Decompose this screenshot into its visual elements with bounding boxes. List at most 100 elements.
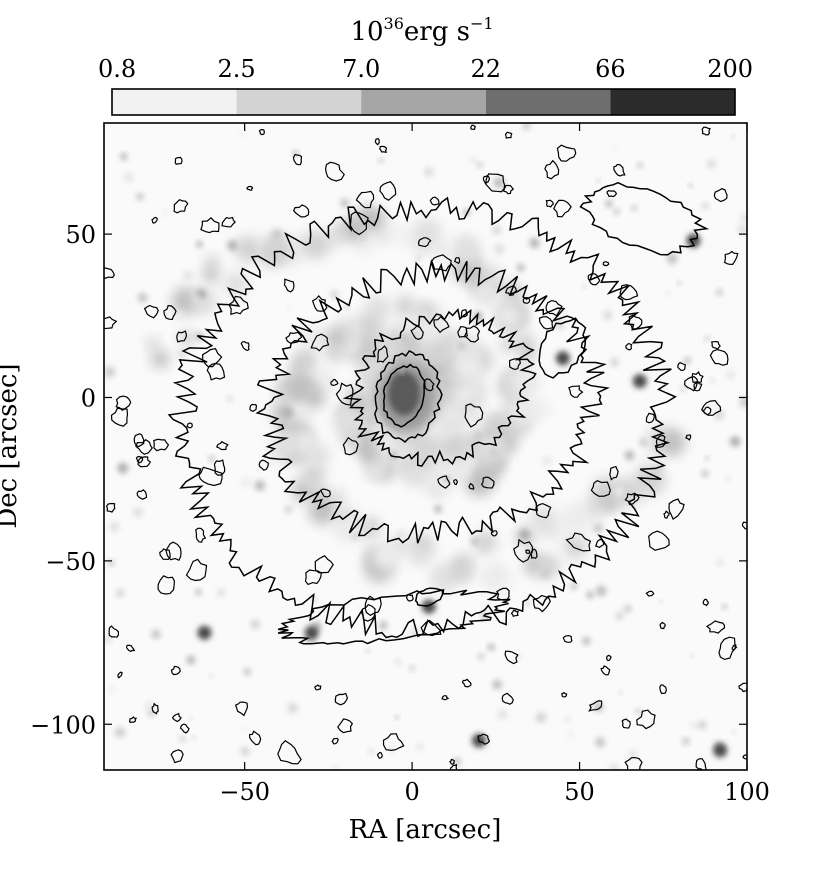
contour-island bbox=[544, 159, 560, 180]
contour-island bbox=[461, 678, 472, 688]
contour-island bbox=[213, 459, 226, 476]
contour-island bbox=[153, 438, 170, 452]
contour-island bbox=[588, 700, 603, 712]
colorbar-segment bbox=[361, 89, 486, 115]
contour-island bbox=[221, 216, 236, 228]
contour-island bbox=[420, 619, 442, 637]
emission-knot bbox=[365, 648, 370, 653]
contour-island bbox=[723, 250, 739, 266]
colorbar-frame bbox=[111, 88, 736, 116]
contour-island bbox=[636, 709, 656, 730]
emission-knot bbox=[453, 757, 461, 765]
arm-emission-patch bbox=[307, 444, 331, 467]
y-tick-label: −50 bbox=[45, 548, 96, 576]
emission-knot bbox=[725, 476, 731, 482]
contour-island bbox=[695, 758, 707, 770]
emission-knot bbox=[613, 208, 620, 215]
emission-knot bbox=[136, 193, 144, 201]
arm-emission-patch bbox=[204, 254, 220, 270]
arm-emission-patch bbox=[146, 336, 160, 351]
contour-line bbox=[414, 587, 444, 607]
contour-island bbox=[587, 273, 601, 286]
contour-island bbox=[198, 466, 223, 487]
emission-knot bbox=[254, 480, 266, 491]
emission-knot bbox=[709, 378, 715, 384]
emission-knot bbox=[624, 450, 635, 461]
contour-line bbox=[374, 349, 443, 444]
contour-island bbox=[624, 756, 643, 770]
contour-island bbox=[135, 455, 144, 464]
contour-island bbox=[659, 684, 667, 695]
emission-knot bbox=[529, 237, 540, 249]
emission-knot bbox=[416, 256, 421, 261]
emission-knot bbox=[522, 123, 531, 130]
emission-knot bbox=[582, 637, 591, 645]
contour-island bbox=[258, 459, 269, 471]
contour-island bbox=[324, 161, 345, 182]
arm-emission-patch bbox=[453, 351, 483, 381]
contour-island bbox=[360, 603, 376, 622]
contour-island bbox=[504, 650, 519, 665]
emission-knot bbox=[635, 708, 642, 715]
arm-emission-patch bbox=[420, 326, 437, 342]
y-tick-label: −100 bbox=[30, 711, 96, 739]
x-axis-label: RA [arcsec] bbox=[349, 815, 502, 845]
contour-island bbox=[355, 190, 375, 209]
y-axis-label: Dec [arcsec] bbox=[0, 363, 23, 528]
emission-knot bbox=[189, 716, 193, 720]
emission-knot bbox=[613, 147, 617, 152]
contour-island bbox=[137, 456, 152, 468]
emission-knot bbox=[288, 306, 292, 310]
contour-island bbox=[311, 294, 328, 312]
contour-island bbox=[691, 370, 704, 384]
contour-island bbox=[470, 124, 477, 131]
contour-island bbox=[480, 476, 495, 489]
emission-knot bbox=[688, 183, 693, 188]
emission-knot bbox=[566, 731, 575, 739]
emission-knot bbox=[162, 209, 169, 216]
arm-emission-patch bbox=[372, 543, 400, 571]
contour-island bbox=[648, 530, 670, 551]
emission-knot bbox=[595, 585, 607, 597]
contour-island bbox=[349, 211, 369, 236]
contour-island bbox=[165, 541, 182, 561]
arm-emission-patch bbox=[514, 332, 536, 353]
contour-island bbox=[702, 406, 712, 416]
arm-emission-patch bbox=[658, 428, 686, 456]
arm-emission-patch bbox=[234, 235, 262, 263]
emission-knot bbox=[690, 654, 694, 658]
arm-emission-patch bbox=[558, 504, 590, 536]
emission-knot bbox=[614, 486, 625, 497]
emission-knot bbox=[458, 343, 464, 349]
emission-knot bbox=[615, 612, 624, 620]
contour-island bbox=[594, 538, 605, 549]
emission-knot bbox=[680, 385, 687, 392]
emission-knot bbox=[559, 312, 565, 318]
emission-knot bbox=[243, 668, 251, 676]
emission-knot bbox=[619, 690, 623, 694]
contour-island bbox=[619, 284, 639, 301]
emission-knot bbox=[370, 519, 375, 524]
colorbar-tick-label: 66 bbox=[595, 55, 626, 83]
contour-island bbox=[530, 548, 538, 559]
colorbar-segment bbox=[610, 89, 735, 115]
emission-knot bbox=[716, 289, 723, 296]
emission-knot bbox=[397, 530, 405, 538]
arm-emission-patch bbox=[274, 430, 301, 458]
contour-island bbox=[535, 502, 552, 519]
bright-knot bbox=[304, 625, 319, 640]
arm-emission-patch bbox=[362, 516, 381, 535]
contour-island bbox=[453, 257, 461, 265]
contour-island bbox=[496, 587, 510, 601]
contour-line bbox=[382, 363, 426, 428]
emission-knot bbox=[305, 423, 309, 427]
colorbar-label-unit-exponent: −1 bbox=[470, 14, 494, 33]
contour-island bbox=[108, 625, 119, 638]
x-tick-label: 0 bbox=[404, 778, 419, 806]
arm-emission-patch bbox=[333, 515, 363, 544]
contour-island bbox=[460, 308, 469, 318]
emission-knot bbox=[716, 559, 724, 567]
emission-knot bbox=[731, 134, 735, 139]
emission-knot bbox=[116, 588, 125, 598]
